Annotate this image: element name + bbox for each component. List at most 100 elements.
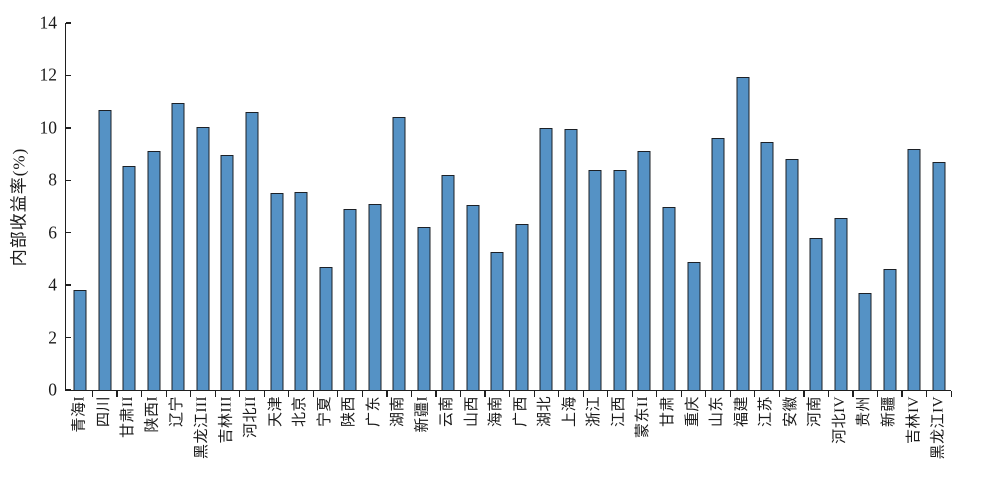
x-axis-tick bbox=[508, 391, 511, 397]
bar bbox=[98, 109, 112, 390]
bar-slot bbox=[534, 23, 560, 397]
x-axis-tick bbox=[288, 391, 290, 397]
x-label-slot: 辽宁 bbox=[165, 391, 190, 487]
x-tick-label: 广西 bbox=[512, 396, 529, 428]
y-tick-label: 14 bbox=[39, 12, 58, 33]
bar bbox=[613, 169, 627, 390]
x-label-slot: 广东 bbox=[361, 391, 386, 487]
x-tick-label: 河北IV bbox=[831, 396, 848, 444]
x-label-slot: 河南 bbox=[803, 391, 828, 487]
bar bbox=[760, 142, 774, 390]
x-label-slot: 四川 bbox=[92, 391, 117, 487]
bar-slot bbox=[436, 23, 462, 397]
bar bbox=[932, 161, 946, 390]
y-tick-label: 12 bbox=[39, 64, 58, 85]
x-tick-label: 陕西 bbox=[341, 396, 358, 428]
x-tick-label: 甘肃II bbox=[120, 396, 137, 438]
bar bbox=[245, 112, 259, 390]
bar-slot bbox=[878, 23, 903, 397]
x-axis-tick bbox=[926, 391, 928, 397]
x-tick-label: 北京 bbox=[292, 396, 309, 428]
x-tick-label: 重庆 bbox=[684, 396, 701, 428]
bar-slot bbox=[681, 23, 707, 397]
x-tick-label: 吉林IV bbox=[905, 396, 922, 444]
bar bbox=[220, 155, 234, 390]
x-axis-tick bbox=[459, 391, 462, 397]
x-tick-label: 湖南 bbox=[390, 396, 407, 428]
bar bbox=[294, 192, 308, 390]
x-axis-tick bbox=[533, 391, 535, 397]
bar bbox=[147, 151, 161, 390]
x-axis-tick bbox=[827, 391, 830, 397]
x-label-slot: 山西 bbox=[460, 391, 485, 487]
x-tick-label: 安徽 bbox=[782, 396, 799, 428]
x-tick-label: 江苏 bbox=[758, 396, 775, 428]
bar bbox=[907, 148, 921, 390]
bar-slot bbox=[142, 23, 167, 397]
x-label-slot: 河北II bbox=[239, 391, 264, 487]
bar-slot bbox=[166, 23, 192, 397]
bar-slot bbox=[927, 23, 952, 397]
y-axis-tick bbox=[66, 127, 71, 129]
x-axis-tick bbox=[729, 391, 731, 397]
x-axis-tick bbox=[165, 391, 167, 397]
bar-slot bbox=[191, 23, 216, 397]
x-tick-label: 陕西I bbox=[144, 396, 161, 433]
x-tick-label: 青海I bbox=[71, 396, 88, 433]
y-tick-label: 4 bbox=[48, 274, 57, 295]
x-tick-label: 新疆 bbox=[880, 396, 897, 428]
x-label-slot: 广西 bbox=[509, 391, 534, 487]
bar bbox=[883, 269, 897, 390]
x-axis-tick bbox=[337, 391, 339, 397]
x-axis-tick bbox=[312, 391, 314, 397]
x-tick-label: 贵州 bbox=[856, 396, 873, 428]
y-tick-label: 2 bbox=[48, 326, 57, 347]
bar-slot bbox=[583, 23, 609, 397]
bar-slot bbox=[215, 23, 241, 397]
x-label-slot: 蒙东II bbox=[631, 391, 656, 487]
x-tick-label: 山东 bbox=[709, 396, 726, 428]
bar-slot bbox=[608, 23, 633, 397]
bar-slot bbox=[313, 23, 339, 397]
x-tick-label: 黑龙江IV bbox=[929, 396, 946, 460]
x-label-slot: 贵州 bbox=[852, 391, 877, 487]
bar-slot bbox=[730, 23, 756, 397]
x-label-slot: 北京 bbox=[288, 391, 313, 487]
bar bbox=[368, 203, 382, 390]
bar-slot bbox=[559, 23, 584, 397]
x-label-slot: 重庆 bbox=[680, 391, 705, 487]
bar-slot bbox=[485, 23, 511, 397]
y-axis-tick bbox=[66, 179, 71, 181]
bar-slot bbox=[264, 23, 290, 397]
x-axis-tick bbox=[141, 391, 143, 397]
bar bbox=[711, 138, 725, 390]
x-axis-tick bbox=[950, 391, 952, 397]
bar bbox=[490, 252, 504, 390]
bar bbox=[539, 127, 553, 390]
x-tick-label: 河南 bbox=[807, 396, 824, 428]
bar bbox=[122, 165, 136, 390]
bar bbox=[319, 266, 333, 390]
x-axis-tick bbox=[607, 391, 609, 397]
x-label-slot: 吉林IV bbox=[901, 391, 926, 487]
y-tick-label: 0 bbox=[48, 379, 57, 400]
x-tick-label: 上海 bbox=[561, 396, 578, 428]
x-label-slot: 青海I bbox=[67, 391, 92, 487]
x-tick-label: 河北II bbox=[242, 396, 259, 438]
x-axis-tick bbox=[116, 391, 118, 397]
x-label-slot: 安徽 bbox=[778, 391, 803, 487]
x-label-slot: 江西 bbox=[607, 391, 632, 487]
x-tick-label: 山西 bbox=[463, 396, 480, 428]
x-label-slot: 新疆 bbox=[877, 391, 902, 487]
x-label-slot: 黑龙江IV bbox=[926, 391, 951, 487]
x-label-slot: 甘肃II bbox=[116, 391, 141, 487]
x-tick-label: 浙江 bbox=[586, 396, 603, 428]
bars-container bbox=[66, 23, 952, 397]
x-axis-tick bbox=[901, 391, 903, 397]
x-label-slot: 上海 bbox=[558, 391, 583, 487]
x-axis-tick bbox=[239, 391, 241, 397]
bar bbox=[466, 205, 480, 390]
x-tick-label: 江西 bbox=[610, 396, 627, 428]
x-axis-tick bbox=[263, 391, 265, 397]
